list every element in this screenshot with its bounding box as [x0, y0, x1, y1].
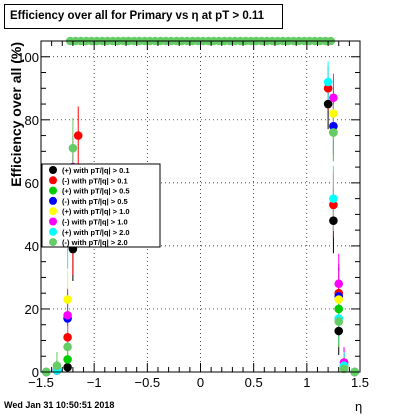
x-tick-label: −1.5: [28, 375, 54, 390]
data-point: [63, 310, 72, 320]
legend-label: (+) with pT/|q| > 0.1: [62, 166, 130, 175]
data-point: [334, 317, 344, 326]
data-point: [63, 342, 72, 352]
chart-title: Efficiency over all for Primary vs η at …: [4, 4, 283, 29]
legend-marker: [49, 176, 57, 185]
data-point: [334, 295, 344, 304]
data-point: [68, 143, 78, 153]
y-tick-label: 60: [25, 176, 39, 191]
data-point: [334, 304, 344, 314]
y-tick-label: 80: [25, 113, 39, 128]
x-tick-label: 1.5: [351, 375, 369, 390]
y-tick-label: 100: [17, 50, 39, 65]
legend-marker: [49, 166, 57, 174]
data-point: [63, 362, 72, 372]
legend-label: (-) with pT/|q| > 1.0: [62, 218, 128, 227]
legend-marker: [49, 196, 57, 205]
x-tick-label: 1: [303, 375, 310, 390]
data-point: [329, 216, 338, 225]
data-point: [63, 295, 72, 304]
x-axis-label: η: [355, 399, 362, 414]
data-point: [323, 83, 333, 93]
legend-label: (-) with pT/|q| > 0.1: [62, 176, 128, 185]
legend-marker: [49, 238, 57, 247]
x-tick-label: −0.5: [134, 375, 160, 390]
data-point: [323, 99, 333, 109]
data-point: [329, 128, 338, 137]
legend-label: (+) with pT/|q| > 1.0: [62, 207, 130, 216]
x-tick-label: −1: [87, 375, 102, 390]
legend-label: (+) with pT/|q| > 0.5: [62, 187, 130, 196]
data-point: [63, 333, 72, 342]
data-point: [334, 326, 344, 336]
data-point: [329, 194, 338, 203]
x-tick-label: 0.5: [245, 375, 263, 390]
legend-box: [41, 163, 161, 248]
data-point: [323, 77, 333, 87]
x-tick-label: 0: [197, 375, 204, 390]
data-point: [329, 121, 338, 131]
legend-marker: [49, 217, 57, 226]
legend-marker: [49, 227, 57, 236]
axis-ticks: −1.5 −1 −0.5 0 0.5 1 1.5 0 20 40 60 80 100: [17, 41, 369, 390]
y-tick-label: 0: [32, 365, 39, 380]
data-point: [329, 93, 338, 103]
legend-marker: [49, 186, 57, 195]
data-point: [329, 200, 338, 210]
data-point: [334, 279, 344, 289]
legend-marker: [49, 207, 57, 216]
legend-label: (-) with pT/|q| > 2.0: [62, 238, 128, 247]
legend: (+) with pT/|q| > 0.1(-) with pT/|q| > 0…: [41, 163, 161, 248]
data-point: [63, 355, 72, 364]
y-axis-label: Efficiency over all (%): [8, 42, 24, 187]
data-point: [329, 109, 338, 118]
timestamp: Wed Jan 31 10:50:51 2018: [4, 400, 115, 410]
data-point: [73, 131, 83, 140]
y-tick-label: 40: [25, 239, 39, 254]
legend-label: (+) with pT/|q| > 2.0: [62, 228, 130, 237]
y-tick-label: 20: [25, 302, 39, 317]
data-point: [52, 361, 62, 370]
legend-label: (-) with pT/|q| > 0.5: [62, 197, 128, 206]
data-point: [339, 364, 349, 374]
